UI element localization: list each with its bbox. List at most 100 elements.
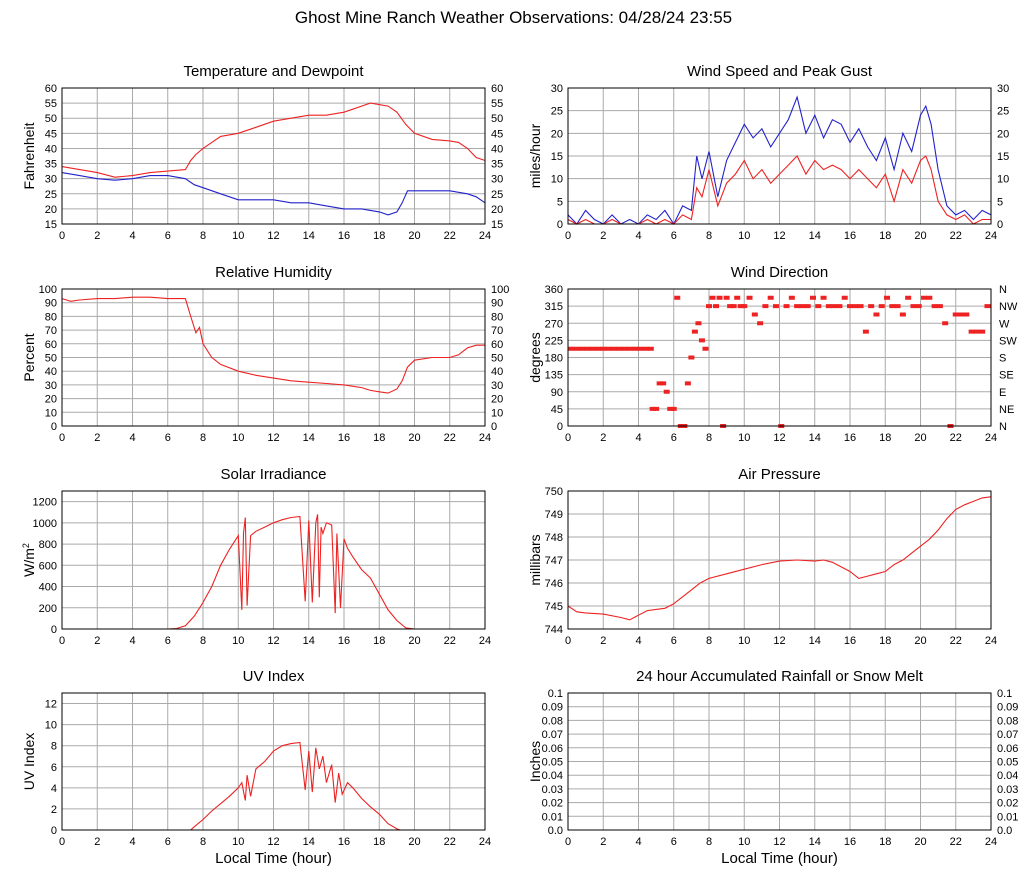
wdir-point xyxy=(809,295,816,300)
rain-xtick-label: 24 xyxy=(985,836,997,848)
wdir-point xyxy=(847,304,853,309)
wdir-compass-label: N xyxy=(999,421,1007,433)
rain-xtick-label: 12 xyxy=(773,836,785,848)
wdir-point xyxy=(751,312,758,317)
uv-ytick-label: 8 xyxy=(51,741,57,753)
rh-xtick-label: 20 xyxy=(408,432,420,444)
wdir-point xyxy=(741,304,748,309)
rain-xtick-label: 14 xyxy=(809,836,821,848)
wdir-point xyxy=(626,346,633,351)
rain-title: 24 hour Accumulated Rainfall or Snow Mel… xyxy=(636,668,924,685)
rain-chart: 24 hour Accumulated Rainfall or Snow Mel… xyxy=(527,668,1018,867)
temp-xtick-label: 0 xyxy=(59,230,65,242)
wdir-point xyxy=(968,329,975,334)
wind-plot-frame xyxy=(567,87,992,225)
wdir-point xyxy=(727,304,734,309)
pressure-series-line-0 xyxy=(567,496,992,621)
wdir-point xyxy=(952,312,959,317)
temp-ytick-label-right: 15 xyxy=(491,219,503,231)
uv-xtick-label: 22 xyxy=(444,836,456,848)
pressure-xtick-label: 22 xyxy=(950,635,962,647)
wdir-point xyxy=(713,304,720,309)
wdir-xtick-label: 0 xyxy=(565,432,571,444)
solar-plot-frame xyxy=(61,490,486,630)
rain-xtick-label: 20 xyxy=(914,836,926,848)
rain-ytick-label: 0.03 xyxy=(542,784,563,796)
wind-ytick-label: 30 xyxy=(551,83,563,95)
wdir-point xyxy=(757,321,764,326)
temp-ytick-label-right: 20 xyxy=(491,204,503,216)
wdir-point xyxy=(915,304,922,309)
rain-xtick-label: 16 xyxy=(844,836,856,848)
wind-xtick-label: 14 xyxy=(809,230,821,242)
rh-ytick-label-right: 100 xyxy=(491,284,509,296)
wdir-compass-label: E xyxy=(999,387,1006,399)
rh-xtick-label: 10 xyxy=(232,432,244,444)
temp-ytick-label: 45 xyxy=(45,128,57,140)
wind-xtick-label: 22 xyxy=(950,230,962,242)
wdir-point xyxy=(589,346,596,351)
temp-ytick-label: 25 xyxy=(45,189,57,201)
rh-ytick-label: 40 xyxy=(45,366,57,378)
temp-ytick-label: 35 xyxy=(45,159,57,171)
solar-ytick-label: 600 xyxy=(39,560,57,572)
temp-xtick-label: 20 xyxy=(408,230,420,242)
wdir-xtick-label: 16 xyxy=(844,432,856,444)
wind-title: Wind Speed and Peak Gust xyxy=(687,63,873,80)
wdir-point xyxy=(878,304,885,309)
wdir-point xyxy=(688,355,695,360)
rh-xtick-label: 24 xyxy=(479,432,491,444)
wdir-point xyxy=(573,346,580,351)
wdir-ytick-label: 90 xyxy=(551,387,563,399)
wdir-point xyxy=(706,304,712,309)
wind-ytick-label: 10 xyxy=(551,174,563,186)
wdir-point xyxy=(820,295,827,300)
wdir-point xyxy=(616,346,623,351)
wdir-point xyxy=(737,304,744,309)
wdir-compass-label: SE xyxy=(999,370,1014,382)
wdir-point xyxy=(936,304,943,309)
temp-xtick-label: 2 xyxy=(94,230,100,242)
wdir-point xyxy=(730,304,737,309)
wdir-plot-frame xyxy=(567,288,992,427)
solar-ytick-label: 1200 xyxy=(33,497,57,509)
solar-xtick-label: 22 xyxy=(444,635,456,647)
temp-ytick-label-right: 35 xyxy=(491,159,503,171)
wind-xtick-label: 20 xyxy=(914,230,926,242)
uv-ytick-label: 0 xyxy=(51,825,57,837)
pressure-xtick-label: 20 xyxy=(914,635,926,647)
pressure-xtick-label: 16 xyxy=(844,635,856,647)
wdir-point xyxy=(831,304,838,309)
temp-ytick-label-right: 55 xyxy=(491,98,503,110)
rh-xtick-label: 18 xyxy=(373,432,385,444)
wdir-ytick-label: 225 xyxy=(545,335,563,347)
pressure-plot-frame xyxy=(567,490,992,630)
uv-ytick-label: 6 xyxy=(51,762,57,774)
solar-xtick-label: 24 xyxy=(479,635,491,647)
rain-ytick-label-right: 0.0 xyxy=(997,825,1012,837)
wdir-point xyxy=(702,346,709,351)
rain-ytick-label-right: 0.03 xyxy=(997,784,1018,796)
rh-ytick-label-right: 70 xyxy=(491,325,503,337)
rh-ytick-label-right: 20 xyxy=(491,394,503,406)
rh-ytick-label: 10 xyxy=(45,407,57,419)
rh-ytick-label: 90 xyxy=(45,298,57,310)
temp-ytick-label: 30 xyxy=(45,174,57,186)
wind-xtick-label: 4 xyxy=(635,230,641,242)
wdir-point xyxy=(709,295,716,300)
rh-xtick-label: 8 xyxy=(200,432,206,444)
wind-xtick-label: 18 xyxy=(879,230,891,242)
wdir-point xyxy=(660,381,667,386)
wind-ylabel: miles/hour xyxy=(527,123,543,188)
solar-xtick-label: 2 xyxy=(94,635,100,647)
wdir-point xyxy=(642,346,649,351)
pressure-ytick-label: 749 xyxy=(545,509,563,521)
rain-ytick-label: 0.09 xyxy=(542,702,563,714)
wdir-point xyxy=(653,406,660,411)
wind-ytick-label-right: 10 xyxy=(997,174,1009,186)
rain-xtick-label: 4 xyxy=(635,836,641,848)
wdir-compass-label: NW xyxy=(999,301,1018,313)
wdir-point xyxy=(594,346,601,351)
